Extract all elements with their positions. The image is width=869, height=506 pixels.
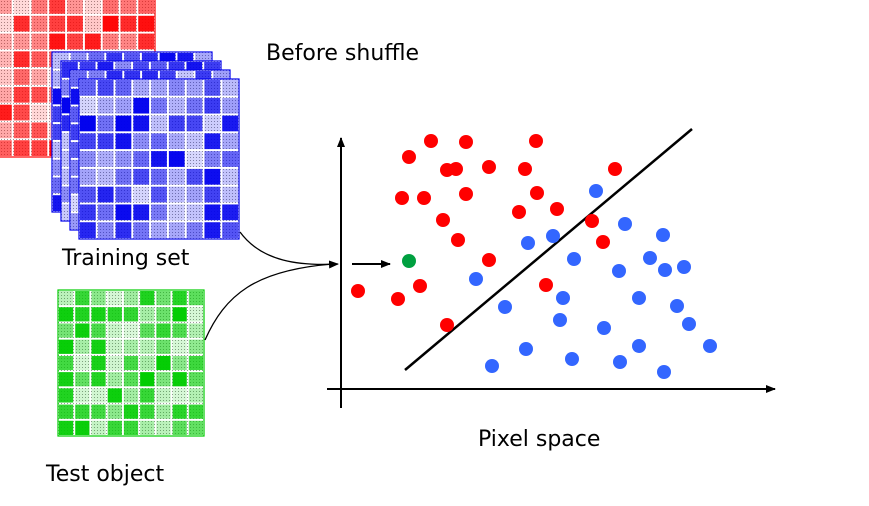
blue-point xyxy=(677,260,691,274)
blue-point xyxy=(519,342,533,356)
red-point xyxy=(424,134,438,148)
blue-point xyxy=(656,228,670,242)
training-connector xyxy=(239,231,339,269)
blue-point xyxy=(632,291,646,305)
test-connector xyxy=(204,263,334,341)
pixel-space-label: Pixel space xyxy=(478,427,601,452)
blue-point xyxy=(469,272,483,286)
red-point xyxy=(512,205,526,219)
red-point xyxy=(449,162,463,176)
red-point xyxy=(413,279,427,293)
test-point xyxy=(402,254,416,268)
red-point xyxy=(529,134,543,148)
red-point xyxy=(482,253,496,267)
red-point xyxy=(417,191,431,205)
blue-point xyxy=(597,321,611,335)
red-point xyxy=(539,278,553,292)
training-set-label: Training set xyxy=(62,246,190,271)
blue-point xyxy=(613,355,627,369)
red-point xyxy=(436,213,450,227)
decision-boundary xyxy=(404,128,693,371)
red-point xyxy=(596,235,610,249)
training-image-blue xyxy=(78,78,240,240)
blue-point xyxy=(498,300,512,314)
red-point xyxy=(351,284,365,298)
blue-point xyxy=(485,359,499,373)
blue-point xyxy=(589,184,603,198)
red-point xyxy=(550,202,564,216)
before-shuffle-label: Before shuffle xyxy=(266,41,420,66)
blue-point xyxy=(521,236,535,250)
red-point xyxy=(440,318,454,332)
red-point xyxy=(459,135,473,149)
red-point xyxy=(585,214,599,228)
blue-point xyxy=(612,264,626,278)
red-point xyxy=(518,162,532,176)
blue-point xyxy=(618,217,632,231)
red-point xyxy=(482,160,496,174)
blue-point xyxy=(546,229,560,243)
blue-point xyxy=(703,339,717,353)
red-point xyxy=(608,162,622,176)
red-point xyxy=(402,150,416,164)
blue-point xyxy=(567,252,581,266)
scatter-points xyxy=(351,134,717,379)
red-point xyxy=(391,292,405,306)
blue-point xyxy=(556,291,570,305)
blue-point xyxy=(565,352,579,366)
red-point xyxy=(459,187,473,201)
red-point xyxy=(451,233,465,247)
blue-point xyxy=(553,313,567,327)
blue-point xyxy=(670,299,684,313)
test-image-grid xyxy=(57,289,205,437)
training-set-stack xyxy=(0,0,240,240)
blue-point xyxy=(658,263,672,277)
blue-point xyxy=(657,365,671,379)
blue-point xyxy=(643,251,657,265)
test-object-label: Test object xyxy=(46,462,165,487)
blue-point xyxy=(632,339,646,353)
test-object-image xyxy=(57,289,205,437)
red-point xyxy=(395,191,409,205)
blue-point xyxy=(682,317,696,331)
red-point xyxy=(530,186,544,200)
